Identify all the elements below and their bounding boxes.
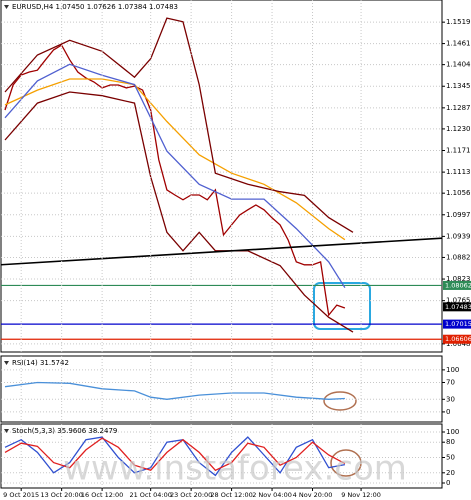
y-tick-label: 1.14040 [446, 61, 471, 69]
y-tick-label: 1.09390 [446, 232, 471, 240]
panel-title: EURUSD,H4 1.07450 1.07626 1.07384 1.0748… [12, 3, 178, 11]
series-line [4, 63, 346, 289]
title-icon [4, 429, 9, 433]
panel: 1.15190 1.14610 1.14040 1.13455 1.12870 1.123… [0, 0, 471, 353]
y-tick-label: 20 [446, 469, 455, 477]
plot-area [4, 381, 345, 400]
series-line [4, 381, 345, 400]
y-tick-label: 50 [446, 454, 455, 462]
level-label-bg [443, 280, 471, 290]
x-tick-label: 28 Oct 12:00 [210, 491, 252, 499]
plot-area [4, 436, 346, 477]
y-tick-label: 1.11715 [446, 147, 471, 155]
series-line [1, 237, 442, 266]
y-tick-label: 100 [446, 366, 459, 374]
level-label-bg [443, 319, 471, 329]
plot-area [1, 17, 442, 340]
series-line [4, 436, 346, 477]
y-tick-label: 1.10560 [446, 189, 471, 197]
y-tick-label: 1.12870 [446, 104, 471, 112]
panel-title: RSI(14) 31.5742 [12, 359, 69, 367]
y-tick-label: 70 [446, 378, 455, 386]
level-label-bg [443, 334, 471, 344]
y-tick-label: 1.14610 [446, 40, 471, 48]
series-line [4, 78, 346, 241]
x-tick-label: 4 Nov 20:00 [293, 491, 333, 499]
y-tick-label: 1.08820 [446, 253, 471, 261]
y-tick-label: 1.15190 [446, 18, 471, 26]
x-tick-label: 9 Oct 2015 [3, 491, 39, 499]
watermark: www.instaforex.com [63, 449, 407, 489]
level-label-bg [443, 302, 471, 312]
series-line [4, 91, 354, 333]
x-tick-label: 23 Oct 20:00 [170, 491, 212, 499]
y-tick-label: 1.11130 [446, 168, 471, 176]
level-label: 1.06606 [445, 335, 471, 343]
y-tick-label: 1.06480 [446, 340, 471, 348]
title-icon [4, 5, 9, 9]
y-tick-label: 1.12300 [446, 125, 471, 133]
highlight-ellipse [323, 391, 357, 411]
y-tick-label: 1.09975 [446, 211, 471, 219]
y-tick-label: 0 [446, 479, 450, 487]
panel-title: Stoch(5,3,3) 35.9606 38.2479 [12, 427, 117, 435]
series-line [4, 437, 346, 472]
panel: 100 70 30 0 RSI(14) 31.5742 [0, 355, 459, 423]
panel-frame [0, 423, 443, 489]
level-label: 1.07015 [445, 320, 471, 328]
panel-frame [0, 0, 443, 353]
x-tick-label: 21 Oct 04:00 [129, 491, 171, 499]
y-tick-label: 80 [446, 438, 455, 446]
y-tick-label: 0 [446, 408, 450, 416]
y-tick-label: 1.08235 [446, 275, 471, 283]
x-tick-label: 13 Oct 20:00 [40, 491, 82, 499]
level-label: 1.07483 [445, 303, 471, 311]
y-tick-label: 1.13455 [446, 82, 471, 90]
level-label: 1.08062 [445, 281, 471, 289]
y-tick-label: 100 [446, 428, 459, 436]
y-tick-label: 30 [446, 395, 455, 403]
x-tick-label: 2 Nov 04:00 [252, 491, 292, 499]
x-tick-label: 16 Oct 12:00 [81, 491, 123, 499]
panel-frame [0, 355, 443, 423]
title-icon [4, 361, 9, 365]
y-tick-label: 1.07650 [446, 297, 471, 305]
x-tick-label: 9 Nov 12:00 [341, 491, 381, 499]
series-line [4, 17, 354, 233]
